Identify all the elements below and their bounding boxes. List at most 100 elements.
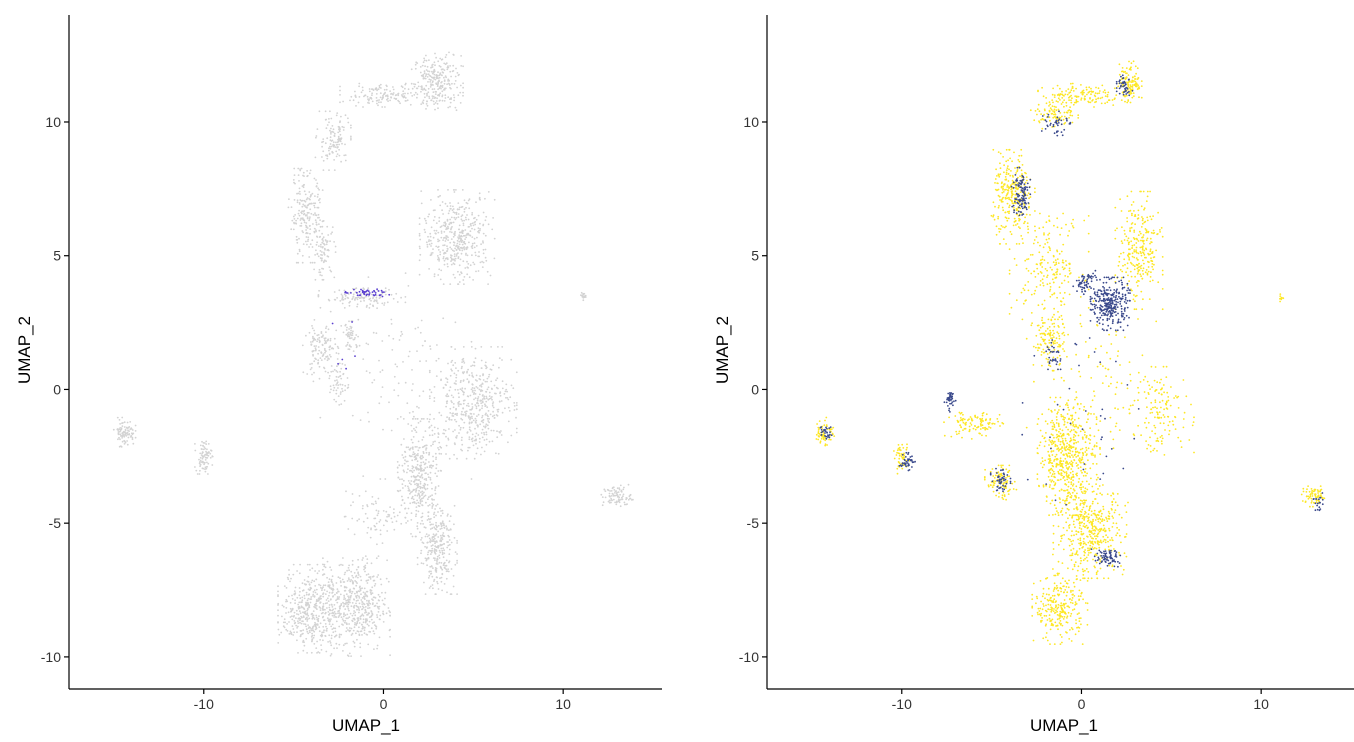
cell-point — [1060, 103, 1063, 105]
cell-point — [430, 199, 432, 201]
cell-point — [450, 228, 452, 231]
cell-point — [296, 596, 299, 599]
cell-point — [1047, 262, 1049, 264]
cell-point — [474, 393, 477, 395]
cell-point — [458, 396, 460, 399]
cell-point — [1075, 100, 1078, 103]
cell-point — [1062, 212, 1064, 215]
cell-point — [464, 216, 467, 219]
cell-point — [421, 504, 423, 506]
cell-point — [377, 611, 380, 613]
cell-point — [461, 239, 464, 242]
cell-point — [370, 627, 373, 630]
cell-point — [403, 502, 406, 504]
cell-point — [333, 398, 336, 401]
cell-point — [1063, 105, 1065, 108]
cell-point — [458, 264, 461, 267]
cell-point — [306, 612, 309, 614]
cell-point — [358, 294, 361, 297]
cell-point — [375, 299, 378, 302]
cell-point — [199, 456, 202, 459]
cell-point — [311, 325, 313, 327]
cell-point — [507, 420, 510, 423]
cell-point — [431, 540, 433, 542]
cell-point — [1114, 237, 1117, 240]
cell-point — [474, 357, 477, 360]
cell-point — [287, 578, 290, 581]
cell-point — [451, 369, 453, 372]
cell-point — [426, 553, 429, 556]
cell-point — [372, 503, 375, 506]
cell-point — [297, 652, 299, 654]
cell-point — [448, 223, 451, 226]
cell-point — [199, 459, 202, 462]
cell-point — [493, 414, 496, 417]
cell-point — [612, 498, 615, 501]
cell-point — [475, 245, 478, 247]
cell-point — [439, 253, 442, 256]
cell-point — [347, 617, 349, 620]
cell-point — [376, 543, 378, 546]
cell-point — [299, 635, 302, 638]
cell-point — [449, 221, 452, 224]
cell-point — [348, 335, 351, 338]
cell-point — [376, 288, 378, 291]
cell-point — [333, 614, 336, 617]
cell-point — [377, 104, 379, 107]
cell-point — [420, 537, 423, 539]
cell-point — [479, 384, 481, 387]
cell-point — [445, 577, 448, 580]
cell-point — [421, 439, 424, 441]
cell-point — [356, 297, 358, 299]
cell-point — [358, 85, 360, 88]
cell-point — [456, 593, 458, 595]
cell-point — [513, 405, 516, 407]
cell-point — [452, 585, 455, 588]
cell-point — [1131, 214, 1133, 217]
cell-point — [332, 141, 335, 144]
cell-point — [515, 431, 518, 434]
cell-point — [405, 446, 408, 449]
cell-point — [433, 229, 436, 232]
cell-point — [277, 609, 279, 612]
cell-point — [450, 98, 452, 100]
cell-point — [442, 564, 445, 567]
cell-point — [507, 441, 509, 444]
cell-point — [1023, 222, 1025, 225]
cell-point — [1049, 247, 1051, 250]
cell-point — [415, 457, 417, 460]
cell-point — [286, 576, 289, 579]
cell-point — [424, 462, 427, 465]
cell-point — [431, 76, 434, 79]
cell-point — [297, 167, 300, 170]
cell-point — [337, 376, 340, 378]
cell-point — [1094, 92, 1097, 94]
cell-point — [485, 395, 488, 398]
cell-point — [287, 206, 290, 209]
cell-point — [1095, 98, 1097, 101]
cell-point — [445, 444, 448, 447]
cell-point — [1089, 97, 1091, 100]
cell-point — [425, 447, 428, 449]
cell-point — [452, 64, 455, 67]
cell-point — [1042, 226, 1045, 229]
cell-point — [1040, 259, 1042, 261]
cell-point — [377, 599, 380, 602]
cell-point — [1062, 297, 1065, 300]
cell-point — [1049, 286, 1052, 288]
cell-point — [448, 80, 450, 82]
cell-point — [446, 381, 449, 383]
cell-point — [1034, 187, 1036, 190]
cell-point — [446, 591, 448, 594]
cell-point — [459, 102, 462, 104]
cell-point — [369, 578, 372, 580]
cell-point — [1139, 246, 1142, 249]
cell-point — [305, 604, 308, 607]
cell-point — [397, 476, 400, 479]
cell-point — [442, 387, 445, 389]
cell-point — [1011, 160, 1013, 163]
cell-point — [306, 170, 308, 172]
cell-point — [368, 599, 370, 602]
cell-point — [429, 528, 432, 530]
cell-point — [355, 287, 358, 290]
